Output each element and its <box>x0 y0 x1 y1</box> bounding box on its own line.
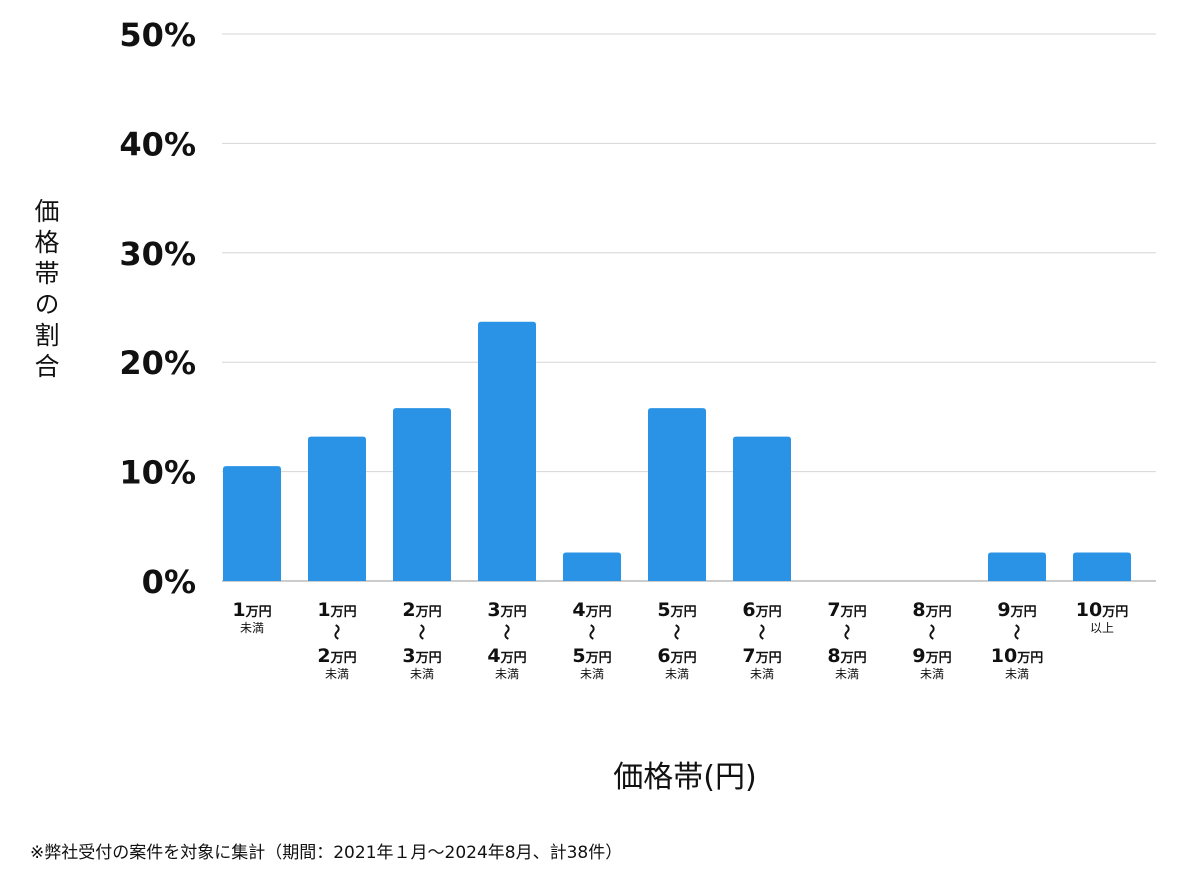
x-tick-tilde: 〜 <box>327 624 346 640</box>
x-tick-number: 5万円 <box>572 645 611 667</box>
x-tick-number: 8万円 <box>912 599 951 621</box>
bar <box>223 466 281 581</box>
bars <box>223 321 1131 581</box>
bar <box>308 436 366 581</box>
x-tick-number: 2万円 <box>402 599 441 621</box>
x-tick-number: 9万円 <box>912 645 951 667</box>
x-tick-tilde: 〜 <box>922 624 941 640</box>
bar <box>648 408 706 581</box>
x-tick-suffix: 未満 <box>410 667 434 681</box>
x-tick-number: 10万円 <box>991 645 1043 667</box>
x-tick-suffix: 未満 <box>750 667 774 681</box>
x-tick-tilde: 〜 <box>1007 624 1026 640</box>
x-tick-suffix: 未満 <box>1005 667 1029 681</box>
x-tick-number: 5万円 <box>657 599 696 621</box>
x-tick-tilde: 〜 <box>837 624 856 640</box>
y-tick-label: 30% <box>119 235 196 273</box>
x-tick-number: 1万円 <box>232 599 271 621</box>
x-tick-number: 6万円 <box>742 599 781 621</box>
x-tick-number: 4万円 <box>487 645 526 667</box>
x-tick-number: 6万円 <box>657 645 696 667</box>
bar <box>988 552 1046 581</box>
bar <box>563 552 621 581</box>
x-tick-number: 10万円 <box>1076 599 1128 621</box>
x-tick-suffix: 未満 <box>835 667 859 681</box>
bar <box>393 408 451 581</box>
x-tick-tilde: 〜 <box>582 624 601 640</box>
x-tick-suffix: 未満 <box>580 667 604 681</box>
x-tick-tilde: 〜 <box>667 624 686 640</box>
y-tick-label: 20% <box>119 344 196 382</box>
x-tick-suffix: 未満 <box>325 667 349 681</box>
bar <box>1073 552 1131 581</box>
x-tick-suffix: 以上 <box>1090 621 1114 635</box>
y-tick-label: 40% <box>119 125 196 163</box>
x-tick-number: 7万円 <box>742 645 781 667</box>
y-tick-label: 50% <box>119 16 196 54</box>
bar <box>478 321 536 581</box>
y-tick-label: 0% <box>142 563 196 601</box>
x-tick-suffix: 未満 <box>240 621 264 635</box>
x-tick-tilde: 〜 <box>412 624 431 640</box>
footnote: ※弊社受付の案件を対象に集計（期間：2021年１月〜2024年8月、計38件） <box>30 843 623 863</box>
x-tick-labels: 1万円未満1万円〜2万円未満2万円〜3万円未満3万円〜4万円未満4万円〜5万円未… <box>232 599 1128 681</box>
x-tick-tilde: 〜 <box>497 624 516 640</box>
x-tick-suffix: 未満 <box>495 667 519 681</box>
x-tick-number: 3万円 <box>487 599 526 621</box>
x-tick-number: 1万円 <box>317 599 356 621</box>
x-tick-number: 7万円 <box>827 599 866 621</box>
x-tick-number: 3万円 <box>402 645 441 667</box>
x-tick-number: 8万円 <box>827 645 866 667</box>
y-tick-label: 10% <box>119 454 196 492</box>
x-axis-label: 価格帯(円) <box>613 760 757 795</box>
x-tick-number: 4万円 <box>572 599 611 621</box>
bar <box>733 436 791 581</box>
x-tick-tilde: 〜 <box>752 624 771 640</box>
x-tick-number: 2万円 <box>317 645 356 667</box>
y-tick-labels: 0% 10% 20% 30% 40% 50% <box>119 16 196 601</box>
x-tick-number: 9万円 <box>997 599 1036 621</box>
x-tick-suffix: 未満 <box>920 667 944 681</box>
y-axis-label: 価格帯の割合 <box>31 198 60 384</box>
x-tick-suffix: 未満 <box>665 667 689 681</box>
